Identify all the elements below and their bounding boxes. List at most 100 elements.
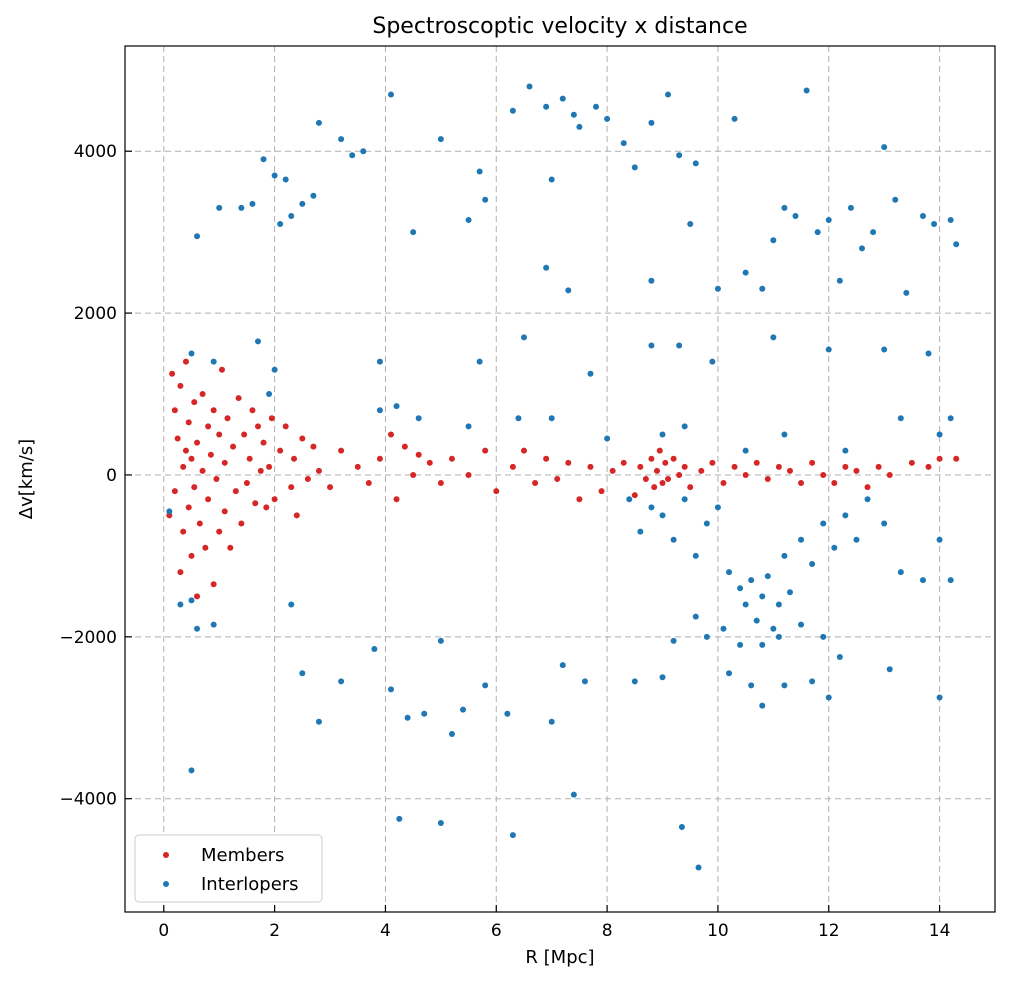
point-members — [252, 500, 259, 507]
point-interlopers — [903, 289, 910, 296]
point-interlopers — [415, 415, 422, 422]
point-interlopers — [825, 217, 832, 224]
point-interlopers — [770, 237, 777, 244]
point-interlopers — [166, 508, 173, 515]
point-interlopers — [681, 423, 688, 430]
point-members — [246, 455, 253, 462]
point-members — [437, 480, 444, 487]
point-members — [482, 447, 489, 454]
point-interlopers — [919, 577, 926, 584]
point-members — [853, 467, 860, 474]
point-members — [288, 484, 295, 491]
point-members — [493, 488, 500, 495]
point-interlopers — [216, 204, 223, 211]
point-members — [376, 455, 383, 462]
axis-ticks: 0 2 4 6 8 10 12 14 −4000 −2000 0 2000 4000 — [59, 142, 950, 941]
point-interlopers — [842, 447, 849, 454]
plot-frame — [124, 45, 996, 913]
point-members — [354, 463, 361, 470]
point-interlopers — [271, 172, 278, 179]
point-interlopers — [659, 512, 666, 519]
point-interlopers — [648, 119, 655, 126]
point-members — [401, 443, 408, 450]
legend-marker-members — [163, 852, 169, 858]
point-interlopers — [820, 633, 827, 640]
point-interlopers — [792, 212, 799, 219]
point-members — [263, 504, 270, 511]
point-interlopers — [825, 346, 832, 353]
point-interlopers — [299, 670, 306, 677]
point-interlopers — [576, 123, 583, 130]
point-members — [532, 480, 539, 487]
point-members — [637, 463, 644, 470]
x-tick-label: 6 — [491, 921, 502, 941]
point-members — [202, 544, 209, 551]
point-interlopers — [310, 192, 317, 199]
point-interlopers — [770, 334, 777, 341]
point-members — [576, 496, 583, 503]
point-interlopers — [726, 670, 733, 677]
point-members — [543, 455, 550, 462]
point-interlopers — [210, 358, 217, 365]
point-members — [257, 467, 264, 474]
point-members — [670, 455, 677, 462]
point-interlopers — [559, 662, 566, 669]
point-interlopers — [881, 144, 888, 151]
point-members — [194, 593, 201, 600]
point-members — [598, 488, 605, 495]
point-members — [207, 451, 214, 458]
point-interlopers — [338, 678, 345, 685]
point-interlopers — [188, 597, 195, 604]
point-interlopers — [465, 217, 472, 224]
point-interlopers — [742, 447, 749, 454]
point-members — [936, 455, 943, 462]
point-members — [448, 455, 455, 462]
point-members — [509, 463, 516, 470]
legend-marker-interlopers — [163, 881, 169, 887]
legend-label-interlopers: Interlopers — [201, 874, 299, 895]
point-members — [820, 471, 827, 478]
point-interlopers — [692, 613, 699, 620]
point-members — [662, 459, 669, 466]
point-members — [271, 496, 278, 503]
point-interlopers — [820, 520, 827, 527]
point-interlopers — [210, 621, 217, 628]
point-interlopers — [548, 176, 555, 183]
point-interlopers — [886, 666, 893, 673]
point-members — [177, 382, 184, 389]
point-interlopers — [881, 520, 888, 527]
point-members — [709, 459, 716, 466]
point-interlopers — [277, 221, 284, 228]
point-members — [775, 463, 782, 470]
point-interlopers — [659, 674, 666, 681]
point-members — [196, 520, 203, 527]
point-members — [659, 480, 666, 487]
point-interlopers — [570, 111, 577, 118]
legend-box — [134, 834, 323, 903]
point-interlopers — [559, 95, 566, 102]
point-interlopers — [543, 103, 550, 110]
point-interlopers — [315, 718, 322, 725]
point-interlopers — [731, 115, 738, 122]
point-interlopers — [798, 536, 805, 543]
point-members — [365, 480, 372, 487]
point-members — [587, 463, 594, 470]
point-members — [842, 463, 849, 470]
point-members — [291, 455, 298, 462]
point-members — [194, 439, 201, 446]
point-members — [171, 407, 178, 414]
point-members — [731, 463, 738, 470]
point-interlopers — [781, 552, 788, 559]
point-members — [227, 544, 234, 551]
point-interlopers — [881, 346, 888, 353]
point-members — [886, 471, 893, 478]
point-members — [620, 459, 627, 466]
x-tick-label: 12 — [818, 921, 840, 941]
point-members — [169, 370, 176, 377]
point-interlopers — [587, 370, 594, 377]
point-interlopers — [570, 791, 577, 798]
point-members — [698, 467, 705, 474]
point-interlopers — [678, 824, 685, 831]
grid — [125, 46, 995, 912]
point-interlopers — [925, 350, 932, 357]
